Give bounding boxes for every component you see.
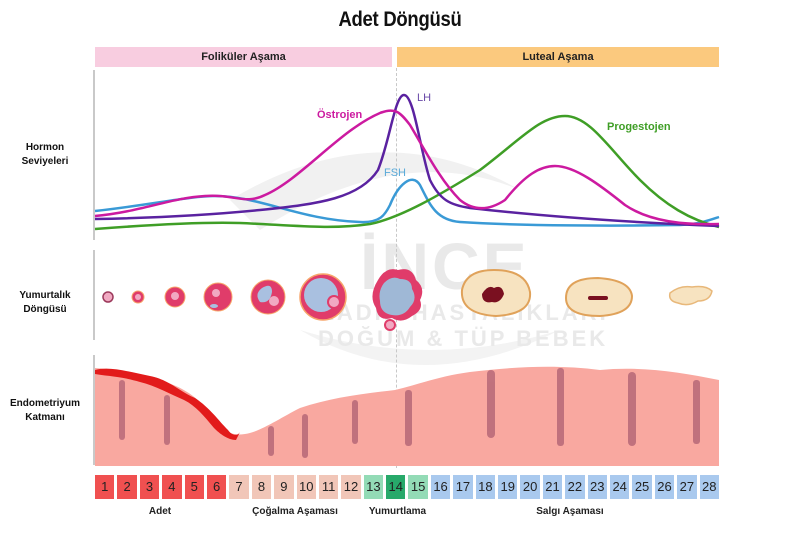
follicle-stage-3 <box>164 286 186 308</box>
day-cell: 24 <box>609 475 630 499</box>
day-cell: 14 <box>386 475 406 499</box>
day-cell: 18 <box>475 475 496 499</box>
hormone-label-line1: Hormon <box>25 142 65 153</box>
day-cell: 7 <box>229 475 249 499</box>
day-cell: 9 <box>274 475 294 499</box>
endometrium-label-line1: Endometriyum <box>9 398 80 409</box>
hormone-levels-label: Hormon Seviyeleri <box>0 141 90 169</box>
endometrium-axis-line <box>93 355 95 465</box>
day-cell: 23 <box>587 475 607 499</box>
ovulation-follicle <box>372 269 423 331</box>
fsh-label: FSH <box>384 167 406 179</box>
endometrium-label-line2: Katmanı <box>25 412 65 423</box>
progesterone-label: Progestojen <box>607 121 671 133</box>
gland <box>119 380 125 440</box>
ovary-axis-line <box>93 250 95 340</box>
gland <box>557 368 564 446</box>
ovulation-phase-label: Yumurtlama <box>368 506 427 517</box>
menstrual-blood <box>95 368 240 440</box>
day-cell: 12 <box>341 475 361 499</box>
cycle-days: 1 2 3 4 5 6 7 8 9 10 11 12 13 14 15 16 1… <box>95 475 719 499</box>
day-cell: 22 <box>565 475 585 499</box>
corpus-luteum-mid <box>564 276 634 318</box>
ovulation-divider <box>396 68 397 468</box>
follicle-stage-2 <box>131 290 145 304</box>
follicular-phase-banner: Foliküler Aşama <box>95 47 392 67</box>
day-cell: 10 <box>296 475 316 499</box>
day-cell: 11 <box>318 475 339 499</box>
estrogen-label: Östrojen <box>317 108 363 121</box>
follicle-stage-6 <box>299 273 347 321</box>
watermark-line2: KADIN HASTALIKLARI <box>318 300 609 325</box>
corpus-luteum-early <box>460 268 532 318</box>
gland <box>405 390 412 446</box>
lh-curve <box>94 93 720 228</box>
lh-label: LH <box>417 92 431 104</box>
day-cell: 16 <box>430 475 451 499</box>
day-cell: 20 <box>520 475 540 499</box>
day-cell: 3 <box>139 475 160 499</box>
day-cell: 19 <box>498 475 518 499</box>
gland <box>693 380 700 444</box>
day-cell: 28 <box>699 475 719 499</box>
day-cell: 4 <box>162 475 182 499</box>
gland <box>352 400 358 444</box>
day-cell: 27 <box>677 475 697 499</box>
estrogen-curve <box>94 109 720 226</box>
hormone-axis-line <box>93 70 95 240</box>
day-cell: 21 <box>542 475 563 499</box>
proliferative-phase-label: Çoğalma Aşaması <box>252 506 338 517</box>
day-cell: 5 <box>184 475 204 499</box>
day-cell: 6 <box>206 475 227 499</box>
day-cell: 25 <box>632 475 652 499</box>
day-cell: 17 <box>453 475 473 499</box>
follicle-stage-1 <box>102 291 114 303</box>
corpus-albicans <box>668 285 713 306</box>
progesterone-curve <box>94 114 720 231</box>
gland <box>268 426 274 456</box>
day-cell: 2 <box>117 475 137 499</box>
gland <box>487 370 495 438</box>
day-cell: 1 <box>95 475 115 499</box>
day-cell: 26 <box>654 475 675 499</box>
gland <box>164 395 170 445</box>
day-cell: 15 <box>408 475 428 499</box>
gland <box>628 372 636 446</box>
hormone-label-line2: Seviyeleri <box>21 156 69 167</box>
page-title: Adet Döngüsü <box>338 8 462 31</box>
ovary-label-line2: Döngüsü <box>23 304 67 315</box>
endometrium-label: Endometriyum Katmanı <box>0 397 90 425</box>
secretory-phase-label: Salgı Aşaması <box>536 506 604 517</box>
day-cell: 13 <box>363 475 384 499</box>
luteal-phase-banner: Luteal Aşama <box>397 47 719 67</box>
watermark-line3: DOĞUM & TÜP BEBEK <box>318 326 609 351</box>
menstruation-phase-label: Adet <box>148 506 172 517</box>
day-cell: 8 <box>251 475 272 499</box>
follicle-stage-5 <box>250 279 286 315</box>
ovary-label-line1: Yumurtalık <box>19 290 71 301</box>
follicle-stage-4 <box>203 282 233 312</box>
ovarian-cycle-label: Yumurtalık Döngüsü <box>0 289 90 317</box>
gland <box>302 414 308 458</box>
